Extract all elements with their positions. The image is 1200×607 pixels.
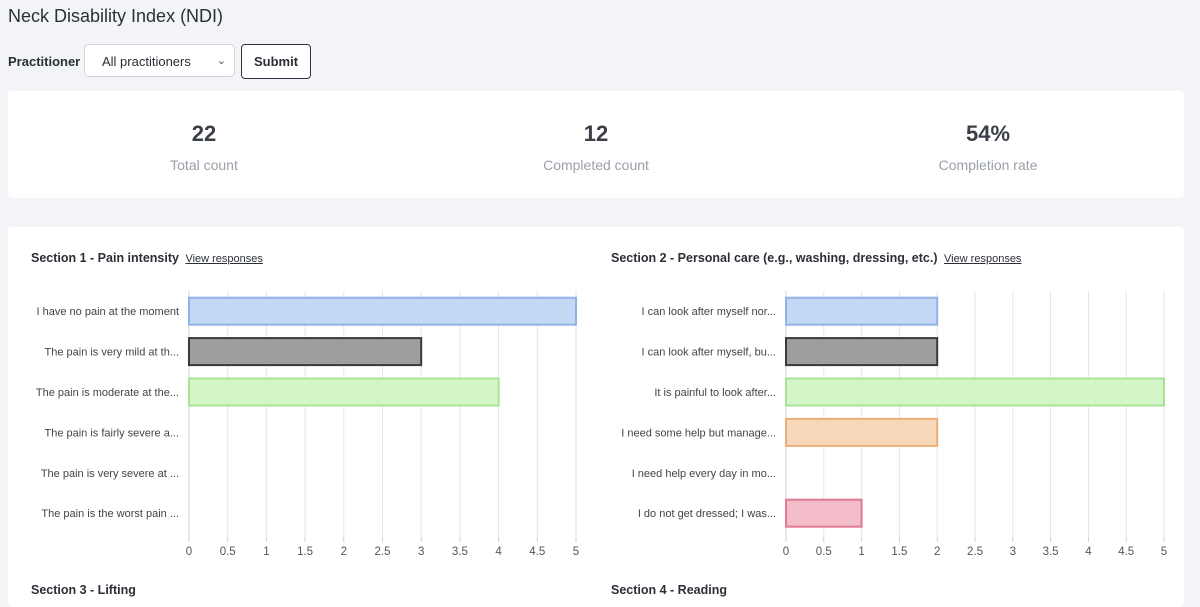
x-tick-label: 1 [858,546,864,558]
category-label: The pain is moderate at the... [36,387,179,399]
x-tick-label: 4 [495,546,502,558]
category-label: I can look after myself nor... [641,306,776,318]
stat-label: Completion rate [938,157,1038,173]
charts-card: Section 1 - Pain intensity View response… [8,227,1184,607]
practitioner-label: Practitioner [8,54,81,69]
section-1-panel: Section 1 - Pain intensity View response… [8,227,588,607]
x-tick-label: 0 [186,546,192,558]
x-tick-label: 3.5 [1043,546,1059,558]
x-tick-label: 2.5 [375,546,391,558]
x-tick-label: 4.5 [1118,546,1134,558]
view-responses-link[interactable]: View responses [943,253,1022,265]
x-tick-label: 3 [418,546,424,558]
x-tick-label: 2 [341,546,347,558]
stat-label: Completed count [543,157,649,173]
view-responses-link[interactable]: View responses [185,253,263,265]
x-tick-label: 4 [1085,546,1092,558]
stat-value: 12 [583,121,609,146]
stats-card: 22 Total count 12 Completed count 54% Co… [8,91,1184,198]
x-tick-label: 2 [934,546,940,558]
bar[interactable] [785,296,939,326]
bar[interactable] [188,337,423,367]
x-tick-label: 2.5 [967,546,983,558]
x-tick-label: 0.5 [220,546,236,558]
section-title: Section 1 - Pain intensity View response… [31,251,263,265]
bar[interactable] [785,417,939,447]
section-4-title: Section 4 - Reading [611,583,727,597]
section-2-chart: 0 0.5 1 1.5 2 2.5 3 3.5 4 4.5 5 I can look after my… [621,291,1167,558]
category-label: The pain is the worst pain ... [41,508,179,520]
x-tick-label: 0 [783,546,789,558]
bar[interactable] [785,377,1165,407]
category-label: The pain is very mild at th... [45,347,180,359]
section-title-text: Section 2 - Personal care (e.g., washing… [611,251,938,265]
bar[interactable] [785,337,939,367]
page-title: Neck Disability Index (NDI) [8,6,224,26]
x-tick-label: 5 [1161,546,1167,558]
category-label: The pain is very severe at ... [41,468,179,480]
x-tick-label: 1 [263,546,269,558]
x-tick-label: 4.5 [529,546,545,558]
stat-value: 22 [191,121,217,146]
x-tick-label: 3 [1010,546,1016,558]
section-title: Section 2 - Personal care (e.g., washing… [611,251,1021,265]
section-title-text: Section 1 - Pain intensity [31,251,179,265]
category-label: The pain is fairly severe a... [44,427,179,439]
submit-button[interactable]: Submit [241,44,311,79]
stat-label: Total count [170,157,238,173]
category-label: I need some help but manage... [621,427,776,439]
category-label: It is painful to look after... [654,387,776,399]
bar[interactable] [785,498,863,528]
section-1-chart: 0 0.5 1 1.5 2 2.5 3 3.5 4 4.5 5 I have no pain at t… [36,291,579,558]
x-tick-label: 1.5 [297,546,313,558]
bar[interactable] [188,296,577,326]
x-tick-label: 3.5 [452,546,468,558]
chevron-down-icon: ⌄ [216,55,226,67]
bar[interactable] [188,377,500,407]
practitioner-select[interactable]: All practitioners ⌄ [84,44,235,77]
x-tick-label: 1.5 [891,546,907,558]
x-tick-label: 0.5 [816,546,832,558]
section-3-title: Section 3 - Lifting [31,583,136,597]
category-label: I can look after myself, bu... [641,347,776,359]
category-label: I need help every day in mo... [632,468,776,480]
section-2-panel: Section 2 - Personal care (e.g., washing… [588,227,1184,607]
x-tick-label: 5 [573,546,579,558]
practitioner-select-value: All practitioners [102,54,191,69]
category-label: I have no pain at the moment [37,306,179,318]
stat-value: 54% [965,121,1011,146]
category-label: I do not get dressed; I was... [638,508,776,520]
